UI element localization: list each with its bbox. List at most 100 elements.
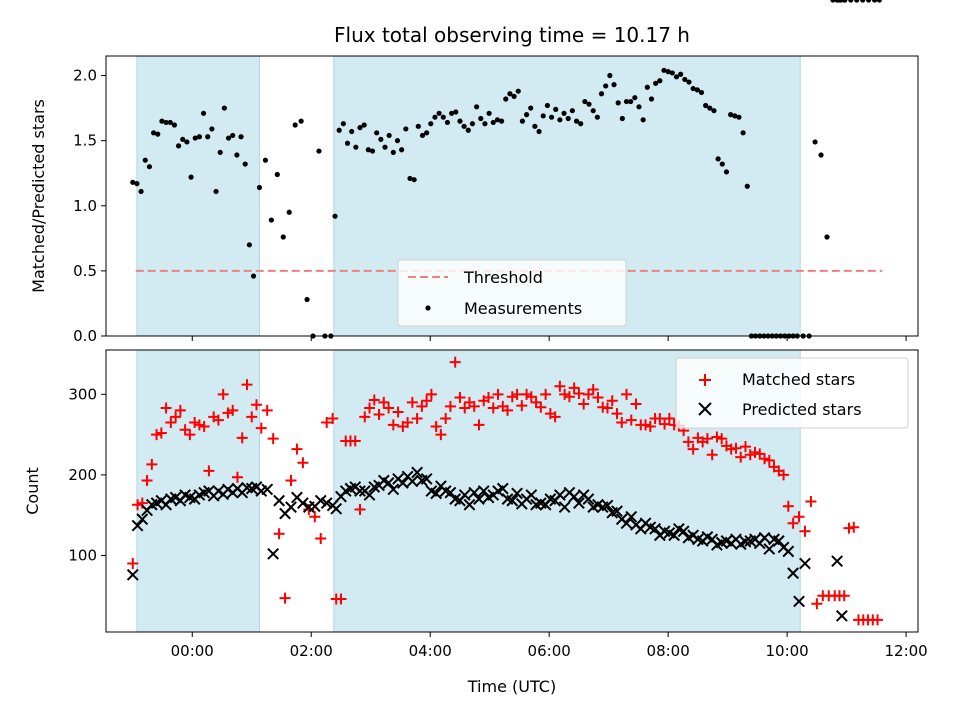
measurement-point	[619, 115, 625, 122]
matched-star-point	[782, 500, 794, 512]
measurement-point	[498, 118, 505, 124]
measurement-point	[548, 114, 555, 120]
measurement-point	[703, 102, 709, 109]
measurement-point	[661, 67, 667, 73]
bottom-y-ticks: 100 200 300	[68, 385, 106, 564]
matched-star-point	[425, 388, 437, 400]
matched-star-point	[179, 424, 191, 436]
measurement-point	[611, 82, 617, 88]
matched-star-point	[279, 592, 291, 604]
measurement-point	[740, 130, 746, 136]
matched-star-point	[838, 590, 850, 602]
y-tick-label: 0.0	[73, 327, 97, 345]
y-tick-label: 300	[68, 385, 97, 403]
measurement-point	[234, 152, 240, 158]
predicted-star-point	[463, 498, 476, 511]
matched-star-point	[763, 454, 775, 466]
matched-star-point	[799, 525, 811, 537]
matched-star-point	[165, 417, 177, 429]
measurement-point	[449, 110, 455, 116]
measurement-point	[719, 161, 725, 167]
measurement-point	[669, 70, 675, 76]
measurement-points	[130, 0, 882, 339]
matched-star-point	[402, 417, 414, 429]
matched-star-point	[141, 475, 153, 487]
matched-star-point	[687, 443, 699, 455]
predicted-star-point	[799, 557, 811, 570]
measurement-point	[428, 121, 434, 127]
matched-star-point	[521, 388, 533, 400]
matched-star-point	[787, 517, 799, 529]
matched-star-point	[621, 388, 633, 400]
measurement-point	[225, 135, 232, 141]
matched-star-point	[616, 417, 628, 429]
measurement-point	[736, 114, 742, 120]
matched-star-point	[174, 404, 186, 416]
matched-star-point	[611, 408, 623, 420]
predicted-stars-points	[128, 467, 848, 622]
measurement-point	[394, 138, 401, 144]
matched-star-point	[421, 395, 433, 407]
predicted-star-point	[406, 475, 419, 488]
predicted-star-point	[668, 529, 681, 542]
matched-star-point	[387, 419, 399, 431]
measurement-point	[386, 132, 392, 139]
measurement-point	[130, 179, 136, 185]
measurement-point	[316, 148, 322, 154]
matched-star-point	[383, 402, 395, 414]
y-tick-label: 100	[68, 546, 97, 564]
predicted-star-point	[677, 525, 690, 538]
matched-star-point	[335, 593, 347, 605]
matched-star-point	[454, 392, 466, 404]
x-tick-label: 08:00	[647, 642, 690, 660]
measurement-point	[707, 105, 713, 111]
measurement-point	[607, 72, 613, 79]
top-y-ticks: 0.0 0.5 1.0 1.5 2.0	[73, 67, 106, 345]
chart-title: Flux total observing time = 10.17 h	[334, 23, 690, 47]
measurement-point	[180, 136, 186, 142]
measurement-point	[519, 118, 526, 124]
predicted-stars-legend-label: Predicted stars	[742, 400, 862, 419]
predicted-star-point	[625, 510, 638, 523]
matched-star-point	[411, 412, 423, 424]
measurement-point	[586, 101, 592, 107]
measurement-point	[196, 134, 202, 140]
matched-star-point	[416, 400, 428, 412]
matched-star-point	[749, 446, 761, 458]
predicted-star-point	[573, 497, 585, 509]
predicted-star-point	[553, 489, 566, 501]
matched-star-point	[578, 398, 590, 410]
measurement-point	[523, 112, 530, 118]
matched-star-point	[315, 533, 327, 545]
matched-star-point	[659, 418, 671, 430]
matched-star-point	[778, 469, 790, 481]
y-tick-label: 2.0	[73, 67, 97, 85]
measurement-point	[205, 134, 211, 140]
measurement-point	[142, 157, 148, 163]
predicted-star-point	[525, 489, 538, 501]
matched-stars-legend-label: Matched stars	[742, 370, 855, 389]
matched-star-point	[309, 511, 321, 523]
matched-star-point	[297, 457, 309, 469]
matched-star-point	[739, 441, 751, 453]
measurement-point	[632, 95, 638, 101]
measurement-point	[640, 117, 646, 123]
x-marker	[698, 402, 712, 416]
measurement-point	[390, 149, 396, 155]
matched-star-point	[291, 443, 303, 455]
plus-marker	[699, 374, 711, 386]
matched-star-point	[184, 429, 196, 441]
measurement-point	[399, 147, 405, 153]
measurement-point	[286, 209, 292, 215]
top-legend-box	[397, 259, 627, 327]
predicted-star-point	[320, 497, 333, 509]
measurement-point	[573, 118, 580, 124]
predicted-star-point	[582, 493, 595, 505]
measurement-point	[424, 130, 430, 136]
matched-star-point	[640, 419, 652, 431]
matched-star-point	[511, 388, 523, 400]
measurement-point	[594, 114, 600, 120]
matched-star-point	[212, 414, 224, 426]
matched-star-point	[151, 429, 163, 441]
matched-star-point	[246, 411, 258, 423]
